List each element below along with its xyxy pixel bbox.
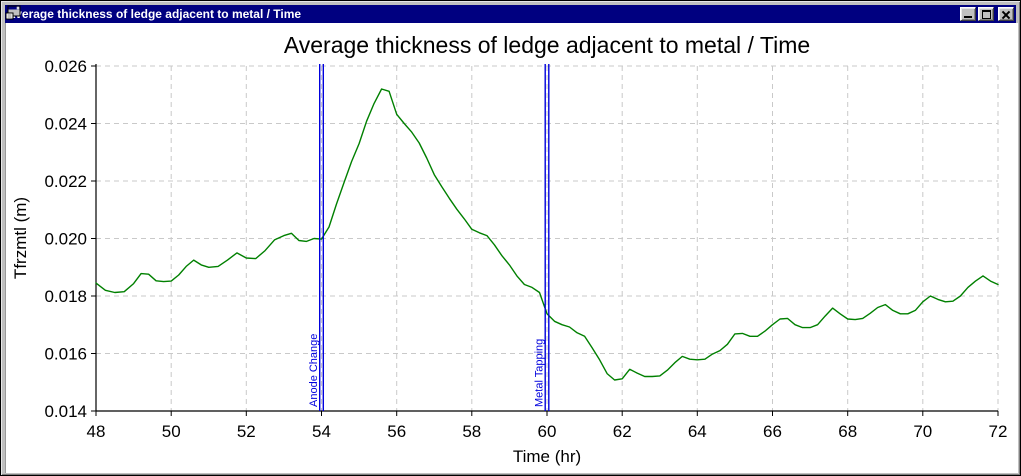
y-tick-label: 0.018 (44, 287, 87, 306)
y-tick-label: 0.026 (44, 57, 87, 76)
x-tick-label: 62 (613, 422, 632, 441)
gridlines (95, 65, 999, 412)
y-tick-label: 0.024 (44, 115, 87, 134)
x-axis-ticks: 48 50 52 54 56 58 60 62 64 66 68 70 72 (87, 411, 1008, 441)
y-tick-label: 0.016 (44, 345, 87, 364)
minimize-icon (964, 16, 972, 18)
x-tick-label: 66 (763, 422, 782, 441)
annotation-label: Metal Tapping (534, 339, 546, 407)
x-tick-label: 48 (87, 422, 106, 441)
y-tick-label: 0.022 (44, 172, 87, 191)
form-window-icon (5, 5, 21, 20)
annotation-anode-change: Anode Change (308, 64, 324, 411)
x-tick-label: 54 (312, 422, 331, 441)
y-tick-label: 0.014 (44, 402, 87, 421)
plot-svg: 48 50 52 54 56 58 60 62 64 66 68 70 720.0140.0160.01… (44, 57, 1008, 441)
close-icon (1001, 10, 1011, 19)
chart-area: 48 50 52 54 56 58 60 62 64 66 68 70 72 0.014 0.016 0.01… (5, 23, 1018, 473)
x-tick-label: 50 (162, 422, 181, 441)
x-tick-label: 68 (838, 422, 857, 441)
x-tick-label: 60 (538, 422, 557, 441)
x-tick-label: 56 (387, 422, 406, 441)
annotation-metal-tapping: Metal Tapping (534, 64, 550, 411)
maximize-icon (981, 10, 991, 19)
chart-title: Average thickness of ledge adjacent to m… (283, 32, 811, 58)
window-title: Average thickness of ledge adjacent to m… (7, 7, 302, 21)
y-axis-ticks: 0.014 0.016 0.018 0.020 0.022 0.024 0.026 (44, 57, 96, 421)
x-tick-label: 64 (688, 422, 707, 441)
annotation-label: Anode Change (308, 334, 320, 407)
x-tick-label: 70 (913, 422, 932, 441)
x-axis-label: Time (hr) (512, 447, 582, 466)
x-tick-label: 52 (237, 422, 256, 441)
maximize-button[interactable] (978, 7, 994, 21)
y-tick-label: 0.020 (44, 230, 87, 249)
close-button[interactable] (998, 7, 1014, 21)
title-bar[interactable]: Average thickness of ledge adjacent to m… (5, 5, 1016, 23)
y-axis-label: Tfrzmtl (m) (11, 196, 30, 280)
minimize-button[interactable] (960, 7, 976, 21)
window-controls (960, 7, 1014, 21)
x-tick-label: 72 (989, 422, 1008, 441)
series-line (95, 88, 999, 381)
x-tick-label: 58 (462, 422, 481, 441)
